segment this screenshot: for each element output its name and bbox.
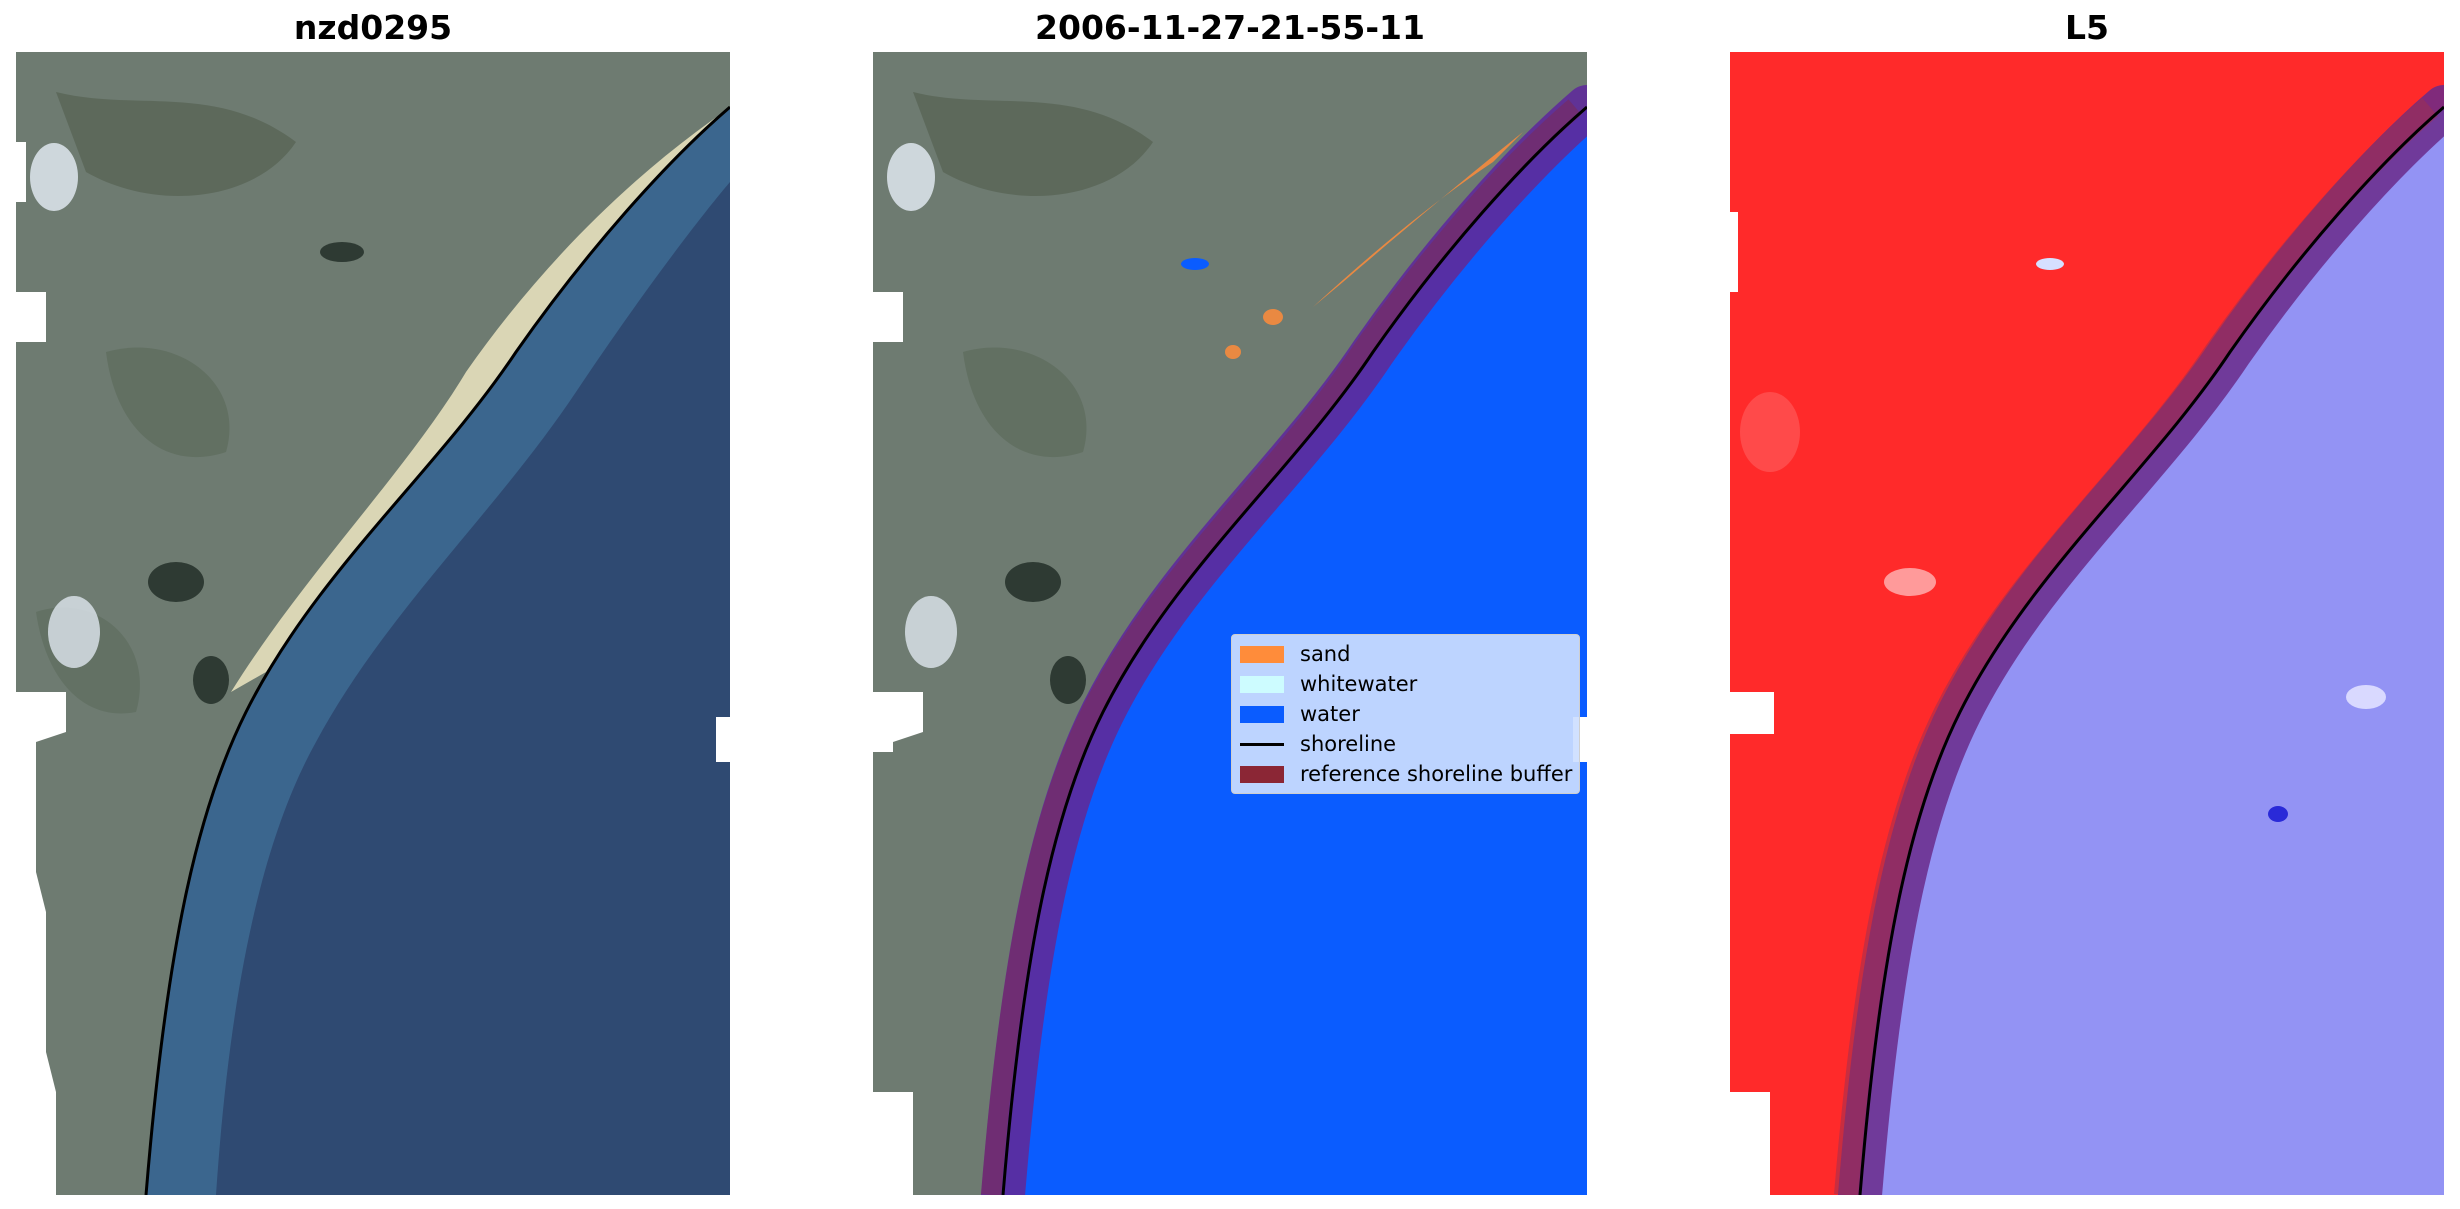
index-water: [1860, 107, 2444, 1195]
classified-image: [873, 52, 1587, 1195]
panel-title-index: L5: [2065, 8, 2109, 47]
panel-title-rgb: nzd0295: [293, 8, 453, 47]
index-image: [1730, 52, 2444, 1195]
legend-label: shoreline: [1300, 732, 1397, 756]
shoreline-line: [1858, 105, 2444, 1195]
legend: sand whitewater water shoreline referenc…: [1231, 634, 1580, 794]
legend-item-sand: sand: [1240, 641, 1350, 667]
rgb-satellite-image: [16, 52, 730, 1195]
legend-label: reference shoreline buffer: [1300, 762, 1573, 786]
water-swatch: [1240, 705, 1284, 723]
legend-label: sand: [1300, 642, 1351, 666]
sand-class: [1313, 132, 1523, 307]
legend-item-whitewater: whitewater: [1240, 671, 1417, 697]
legend-item-buffer: reference shoreline buffer: [1240, 761, 1572, 787]
shoreline-line: [144, 105, 730, 1195]
land-area: [16, 52, 730, 1195]
sand-swatch: [1240, 645, 1284, 663]
panel-title-classified: 2006-11-27-21-55-11: [1035, 8, 1425, 47]
shoreline-swatch: [1240, 742, 1284, 746]
legend-label: water: [1300, 702, 1360, 726]
legend-item-shoreline: shoreline: [1240, 731, 1396, 757]
buffer-swatch: [1240, 765, 1284, 783]
whitewater-swatch: [1240, 675, 1284, 693]
shoreline-line: [1001, 105, 1587, 1195]
legend-item-water: water: [1240, 701, 1360, 727]
legend-label: whitewater: [1300, 672, 1418, 696]
inland-water: [1181, 258, 1209, 270]
